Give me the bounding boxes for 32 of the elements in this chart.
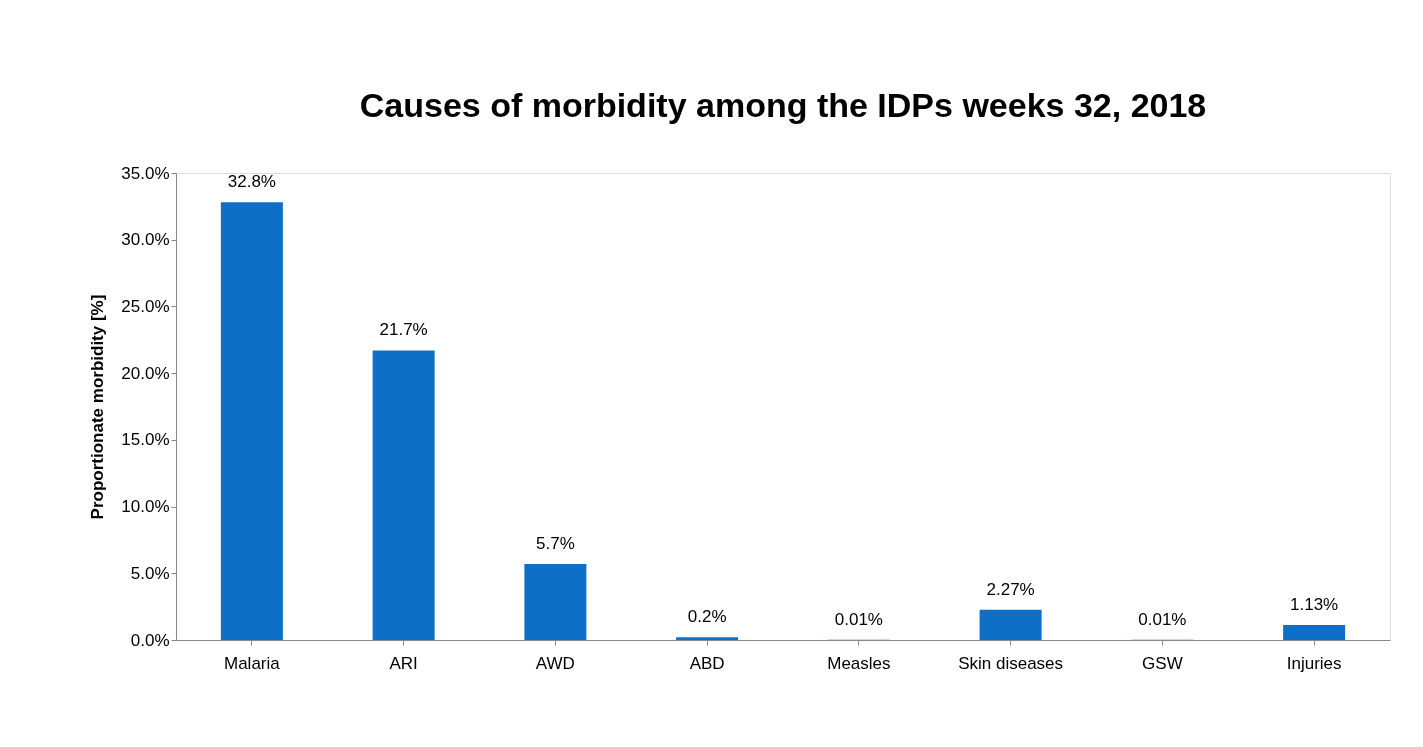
y-tick-label: 0.0% (130, 630, 170, 650)
bar (676, 637, 739, 640)
bar (1283, 624, 1346, 640)
bar (372, 350, 435, 640)
data-label: 0.01% (834, 609, 883, 629)
x-tick-label: Skin diseases (958, 653, 1064, 673)
x-tick-label: Measles (827, 653, 891, 673)
y-tick-label: 15.0% (121, 430, 170, 450)
data-label: 32.8% (227, 172, 276, 192)
data-label: 21.7% (379, 320, 428, 340)
bar (220, 202, 283, 640)
data-label: 0.2% (687, 607, 727, 627)
y-tick-label: 25.0% (121, 296, 170, 316)
data-label: 0.01% (1138, 609, 1187, 629)
bar (979, 609, 1042, 640)
x-tick-label: Malaria (224, 653, 281, 673)
y-tick-label: 35.0% (121, 163, 170, 183)
data-label: 5.7% (536, 533, 575, 553)
x-tick-label: ABD (689, 653, 725, 673)
data-label: 2.27% (986, 579, 1035, 599)
y-tick-label: 10.0% (121, 497, 170, 517)
bar (524, 563, 587, 640)
x-tick-label: GSW (1142, 653, 1183, 673)
y-tick-label: 5.0% (130, 563, 170, 583)
x-tick-label: AWD (535, 653, 575, 673)
y-tick-label: 30.0% (121, 230, 170, 250)
y-axis-title: Proportionate morbidity [%] (88, 294, 108, 520)
x-tick-label: ARI (389, 653, 418, 673)
chart-title: Causes of morbidity among the IDPs weeks 32, 2018 (359, 86, 1207, 124)
data-label: 1.13% (1290, 594, 1339, 614)
x-tick-label: Injuries (1286, 653, 1342, 673)
y-tick-label: 20.0% (121, 363, 170, 383)
